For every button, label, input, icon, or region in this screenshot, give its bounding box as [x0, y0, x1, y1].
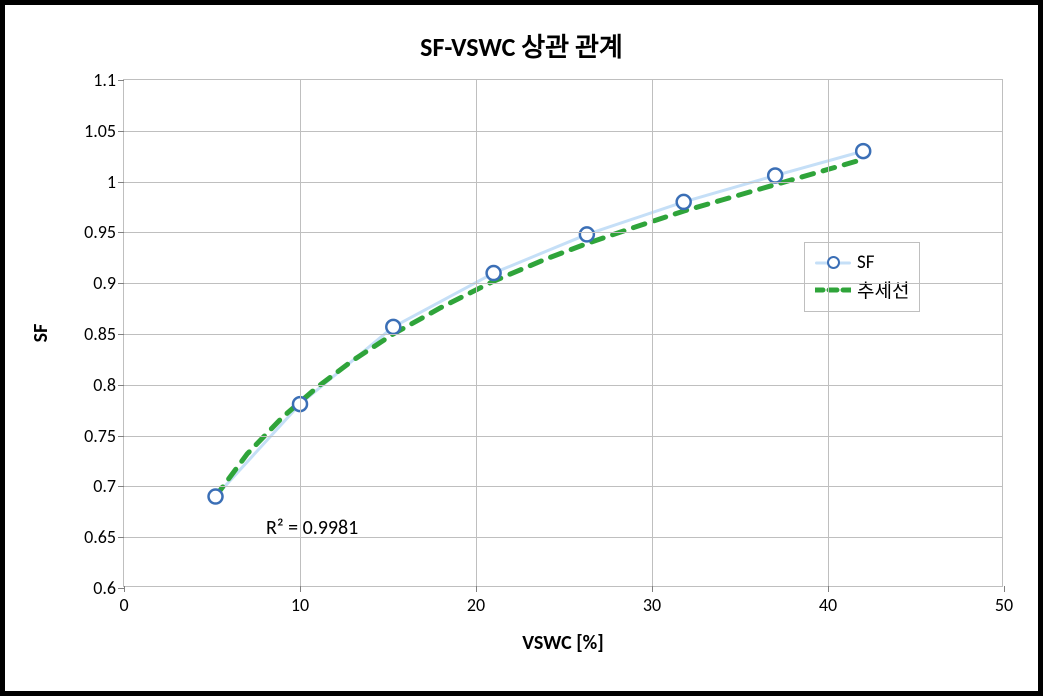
legend-marker-trend — [815, 283, 851, 297]
y-tick-label: 0.85 — [84, 323, 116, 345]
x-tick-mark — [124, 586, 125, 592]
y-tick-mark — [118, 537, 124, 538]
grid-line-horizontal — [124, 131, 1002, 132]
y-tick-label: 1.05 — [84, 120, 116, 142]
grid-line-horizontal — [124, 436, 1002, 437]
sf-data-point — [580, 227, 594, 241]
y-tick-mark — [118, 436, 124, 437]
sf-data-point — [487, 266, 501, 280]
sf-data-point — [386, 320, 400, 334]
grid-line-horizontal — [124, 283, 1002, 284]
grid-line-vertical — [300, 80, 301, 586]
sf-data-point — [856, 144, 870, 158]
y-tick-mark — [118, 486, 124, 487]
y-tick-mark — [118, 232, 124, 233]
legend-item-sf: SF — [815, 251, 909, 274]
y-tick-mark — [118, 131, 124, 132]
x-tick-mark — [1004, 586, 1005, 592]
x-tick-label: 40 — [819, 594, 837, 616]
grid-line-horizontal — [124, 334, 1002, 335]
y-tick-label: 0.7 — [93, 475, 116, 497]
x-tick-mark — [300, 586, 301, 592]
sf-data-point — [768, 169, 782, 183]
trend-series-line — [216, 159, 864, 496]
y-tick-label: 1 — [107, 171, 116, 193]
grid-line-vertical — [828, 80, 829, 586]
x-tick-label: 50 — [995, 594, 1013, 616]
grid-line-horizontal — [124, 232, 1002, 233]
grid-line-horizontal — [124, 385, 1002, 386]
sf-series-line — [216, 151, 864, 496]
x-tick-mark — [476, 586, 477, 592]
x-tick-mark — [652, 586, 653, 592]
y-tick-label: 0.6 — [93, 577, 116, 599]
chart-title: SF-VSWC 상관 관계 — [5, 27, 1038, 64]
y-tick-label: 0.95 — [84, 221, 116, 243]
x-tick-label: 10 — [291, 594, 309, 616]
grid-line-vertical — [476, 80, 477, 586]
grid-line-horizontal — [124, 486, 1002, 487]
y-tick-mark — [118, 182, 124, 183]
legend-item-trend: 추세선 — [815, 276, 909, 303]
y-tick-label: 0.75 — [84, 425, 116, 447]
chart-container: SF-VSWC 상관 관계 SF 추세선 R² = 0.9981 0.60.65… — [0, 0, 1043, 696]
legend-label-trend: 추세선 — [857, 276, 909, 303]
x-tick-label: 0 — [119, 594, 128, 616]
y-tick-mark — [118, 385, 124, 386]
x-tick-mark — [828, 586, 829, 592]
plot-area: SF 추세선 R² = 0.9981 0.60.650.70.750.80.85… — [123, 79, 1003, 587]
sf-data-point — [677, 195, 691, 209]
legend: SF 추세선 — [804, 242, 920, 312]
grid-line-vertical — [652, 80, 653, 586]
y-tick-mark — [118, 334, 124, 335]
x-tick-label: 20 — [467, 594, 485, 616]
legend-label-sf: SF — [857, 251, 874, 274]
x-axis-title: VSWC [%] — [522, 631, 604, 655]
grid-line-horizontal — [124, 182, 1002, 183]
y-tick-mark — [118, 80, 124, 81]
y-axis-title: SF — [29, 324, 53, 343]
y-tick-label: 0.65 — [84, 526, 116, 548]
y-tick-label: 0.8 — [93, 374, 116, 396]
legend-marker-sf — [815, 256, 851, 270]
y-tick-label: 1.1 — [93, 69, 116, 91]
grid-line-horizontal — [124, 537, 1002, 538]
sf-data-point — [209, 490, 223, 504]
x-tick-label: 30 — [643, 594, 661, 616]
y-tick-mark — [118, 283, 124, 284]
y-tick-label: 0.9 — [93, 272, 116, 294]
